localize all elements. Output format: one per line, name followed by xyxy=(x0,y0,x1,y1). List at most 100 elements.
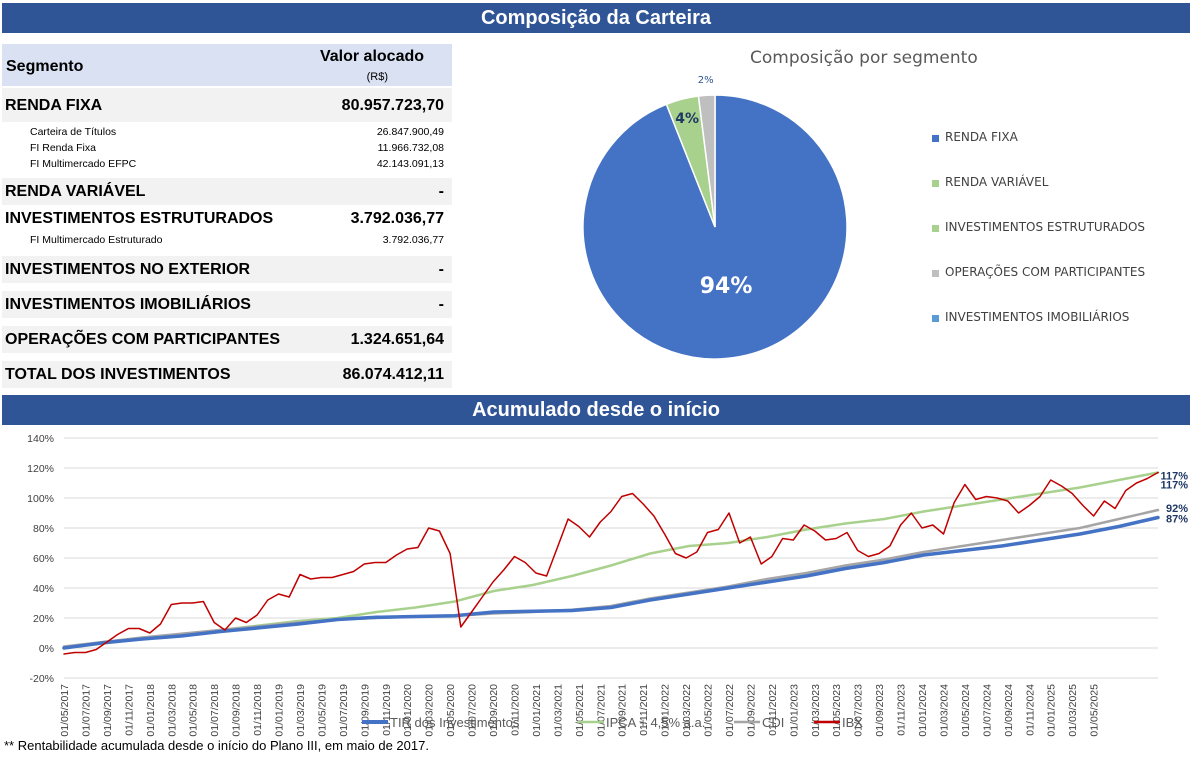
x-tick-label: 01/07/2018 xyxy=(209,684,221,737)
x-tick-label: 01/09/2017 xyxy=(102,684,114,737)
x-tick-label: 01/05/2019 xyxy=(316,684,328,737)
x-tick-label: 01/09/2020 xyxy=(488,684,500,737)
x-tick-label: 01/01/2018 xyxy=(145,684,157,737)
table-row: TOTAL DOS INVESTIMENTOS 86.074.412,11 xyxy=(2,361,452,388)
table-row: INVESTIMENTOS NO EXTERIOR - xyxy=(2,256,452,283)
legend-swatch xyxy=(932,180,939,187)
pie-chart: 94% 4% 2% xyxy=(582,75,848,360)
x-tick-label: 01/05/2018 xyxy=(188,684,200,737)
x-tick-label: 01/05/2017 xyxy=(59,684,71,737)
table-row: INVESTIMENTOS IMOBILIÁRIOS - xyxy=(2,291,452,318)
x-tick-label: 01/09/2019 xyxy=(359,684,371,737)
pie-data-label: 4% xyxy=(675,111,699,127)
series-line-tir-dos-investimentos xyxy=(62,515,1160,650)
header-value: Valor alocado xyxy=(319,48,425,65)
row-value: - xyxy=(438,183,444,200)
x-tick-label: 01/11/2017 xyxy=(123,684,135,736)
pie-slice-opera-es-com-participantes xyxy=(697,94,716,228)
x-tick-label: 01/01/2024 xyxy=(917,684,929,737)
x-tick-label: 01/03/2018 xyxy=(166,684,178,737)
series-line-ipca-4-5-a-a xyxy=(62,471,1160,650)
row-value: - xyxy=(438,296,444,313)
series-line-ibx xyxy=(63,471,1159,655)
x-tick-label: 01/09/2024 xyxy=(1003,684,1015,737)
x-tick-label: 01/03/2020 xyxy=(424,684,436,737)
x-tick-label: 01/07/2024 xyxy=(981,684,993,737)
cumulative-banner: Acumulado desde o início xyxy=(2,395,1190,425)
x-tick-label: 01/05/2020 xyxy=(445,684,457,737)
table-row: RENDA FIXA 80.957.723,70 xyxy=(2,88,452,122)
pie-data-label: 94% xyxy=(700,274,753,299)
row-value: 1.324.651,64 xyxy=(350,331,444,348)
legend-label: TIR dos Investimentos xyxy=(390,715,520,730)
x-tick-label: 01/03/2019 xyxy=(295,684,307,737)
x-tick-label: 01/05/2023 xyxy=(831,684,843,737)
legend-label: OPERAÇÕES COM PARTICIPANTES xyxy=(945,265,1146,279)
x-tick-label: 01/07/2019 xyxy=(338,684,350,737)
row-label: TOTAL DOS INVESTIMENTOS xyxy=(5,366,231,383)
table-row: FI Multimercado Estruturado 3.792.036,77 xyxy=(2,232,452,248)
legend-swatch xyxy=(932,225,939,232)
row-value: 3.792.036,77 xyxy=(350,210,444,227)
row-value: - xyxy=(438,261,444,278)
x-tick-label: 01/09/2018 xyxy=(231,684,243,737)
cumulative-line-chart: -20% 0% 20% 40% 60% 80% 100% 120% 140% 01/05/2017… xyxy=(27,433,1188,737)
x-tick-label: 01/07/2017 xyxy=(81,684,93,737)
legend-swatch xyxy=(932,270,939,277)
x-tick-label: 01/01/2023 xyxy=(788,684,800,737)
x-tick-label: 01/05/2022 xyxy=(703,684,715,737)
row-label: Carteira de Títulos xyxy=(30,126,117,138)
row-label: FI Multimercado EFPC xyxy=(30,158,137,170)
legend-swatch xyxy=(932,135,939,142)
x-tick-label: 01/11/2023 xyxy=(896,684,908,736)
row-value: 11.966.732,08 xyxy=(377,142,444,154)
series-end-label: 117% xyxy=(1160,471,1188,483)
x-tick-label: 01/07/2020 xyxy=(467,684,479,737)
y-tick-label: 20% xyxy=(33,613,54,625)
pie-data-label: 2% xyxy=(698,75,714,86)
row-value: 80.957.723,70 xyxy=(341,97,444,114)
composition-table: Segmento Valor alocado (R$) RENDA FIXA 80.95… xyxy=(2,44,452,388)
x-tick-label: 01/07/2022 xyxy=(724,684,736,737)
x-tick-label: 01/11/2021 xyxy=(638,684,650,736)
y-tick-label: 80% xyxy=(33,523,54,535)
y-tick-label: -20% xyxy=(29,673,54,685)
row-value: 86.074.412,11 xyxy=(342,366,444,383)
header-segment: Segmento xyxy=(6,58,84,75)
x-tick-label: 01/11/2018 xyxy=(252,684,264,736)
table-row: OPERAÇÕES COM PARTICIPANTES 1.324.651,64 xyxy=(2,326,452,353)
legend-label: RENDA FIXA xyxy=(945,130,1018,144)
y-tick-label: 0% xyxy=(39,643,54,655)
table-header: Segmento Valor alocado (R$) xyxy=(2,44,452,86)
legend-label: INVESTIMENTOS IMOBILIÁRIOS xyxy=(945,310,1130,324)
table-row: FI Multimercado EFPC 42.143.091,13 xyxy=(2,156,452,172)
legend-label: CDI xyxy=(762,715,784,730)
row-label: RENDA VARIÁVEL xyxy=(5,183,146,200)
table-row: Carteira de Títulos 26.847.900,49 xyxy=(2,124,452,140)
y-tick-label: 40% xyxy=(33,583,54,595)
pie-chart-title: Composição por segmento xyxy=(750,48,978,68)
x-tick-label: 01/01/2019 xyxy=(274,684,286,737)
x-tick-label: 01/03/2023 xyxy=(810,684,822,737)
x-tick-label: 01/03/2021 xyxy=(552,684,564,737)
series-end-label: 87% xyxy=(1166,514,1188,526)
x-tick-label: 01/11/2022 xyxy=(767,684,779,736)
table-row: INVESTIMENTOS ESTRUTURADOS 3.792.036,77 xyxy=(2,205,452,232)
x-tick-label: 01/01/2025 xyxy=(1046,684,1058,737)
table-row: FI Renda Fixa 11.966.732,08 xyxy=(2,140,452,156)
x-tick-label: 01/03/2022 xyxy=(681,684,693,737)
x-tick-label: 01/05/2025 xyxy=(1089,684,1101,737)
row-label: OPERAÇÕES COM PARTICIPANTES xyxy=(5,331,280,348)
x-tick-label: 01/07/2023 xyxy=(853,684,865,737)
x-tick-label: 01/01/2021 xyxy=(531,684,543,737)
row-label: INVESTIMENTOS ESTRUTURADOS xyxy=(5,210,274,227)
x-tick-label: 01/09/2021 xyxy=(617,684,629,737)
x-tick-label: 01/01/2020 xyxy=(402,684,414,737)
x-tick-label: 01/07/2021 xyxy=(595,684,607,737)
y-tick-label: 120% xyxy=(27,463,54,475)
row-value: 3.792.036,77 xyxy=(382,234,444,246)
x-tick-label: 01/09/2022 xyxy=(745,684,757,737)
row-value: 42.143.091,13 xyxy=(376,158,444,170)
row-label: RENDA FIXA xyxy=(5,97,103,114)
y-tick-label: 100% xyxy=(27,493,54,505)
